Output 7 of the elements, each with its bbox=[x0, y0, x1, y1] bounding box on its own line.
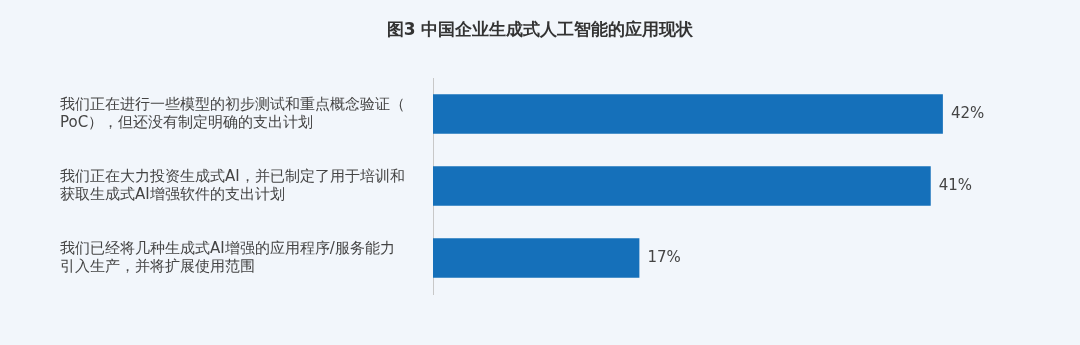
y-tick-label: 我们正在进行一些模型的初步测试和重点概念验证（PoC），但还没有制定明确的支出计划 bbox=[60, 94, 405, 131]
data-label: 41% bbox=[938, 175, 973, 194]
data-label: 42% bbox=[950, 103, 985, 122]
y-tick-label: 我们正在大力投资生成式AI，并已制定了用于培训和获取生成式AI增强软件的支出计划 bbox=[60, 166, 405, 203]
chart-title: 图3 中国企业生成式人工智能的应用现状 bbox=[385, 18, 695, 41]
data-label: 17% bbox=[647, 247, 681, 266]
y-tick-label: 我们已经将几种生成式AI增强的应用程序/服务能力引入生产，并将扩展使用范围 bbox=[60, 238, 395, 275]
